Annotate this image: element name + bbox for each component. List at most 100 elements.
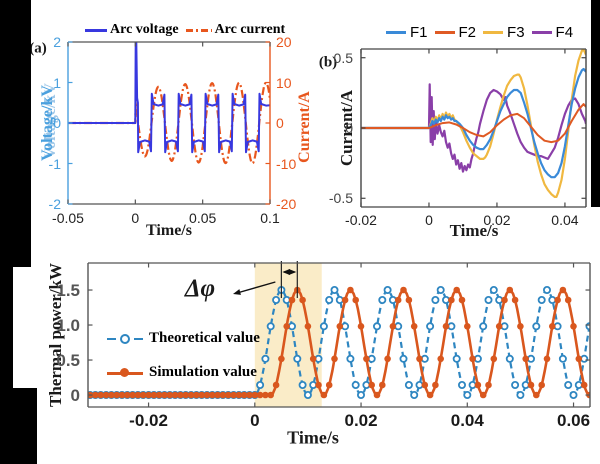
series-theoretical-marker [351, 380, 360, 389]
series-simulation-marker [198, 391, 205, 399]
series-simulation-marker [336, 323, 344, 330]
series-simulation-marker [442, 323, 450, 330]
series-theoretical-marker [298, 380, 307, 389]
panel-a-curves [68, 42, 270, 165]
series-theoretical-marker [266, 322, 275, 331]
panel-b-legend: F1 F2 F3 F4 [386, 24, 580, 41]
series-simulation-marker [570, 323, 577, 330]
series-simulation-marker [389, 323, 397, 330]
series-simulation-marker [564, 296, 572, 304]
series-simulation-marker [171, 391, 179, 399]
series-simulation-marker [394, 296, 402, 304]
series-theoretical-marker [452, 354, 461, 363]
legend-line-sample [85, 28, 107, 32]
series-theoretical-marker [516, 390, 525, 399]
series-theoretical-marker [256, 380, 265, 389]
series-simulation-marker [405, 296, 413, 304]
legend-line-sample [531, 31, 552, 34]
occlusion-bar-left-middle [0, 267, 13, 388]
series-simulation-marker [517, 323, 524, 330]
series-theoretical-marker [558, 354, 567, 363]
legend-solid-dot-sample [107, 366, 143, 380]
series-simulation-marker [166, 391, 174, 399]
legend-dash-segment [134, 337, 143, 340]
series-simulation-marker [278, 355, 285, 363]
series-theoretical-marker [426, 322, 435, 331]
series-simulation-marker [479, 391, 487, 399]
panel-c-legend-simulation: Simulation value [107, 364, 264, 381]
legend-item-f4: F4 [531, 24, 573, 41]
legend-filled-dot-icon [120, 368, 129, 377]
series-theoretical-marker [457, 380, 466, 389]
series-F4-line [361, 83, 586, 173]
legend-item-simulation: Simulation value [107, 364, 257, 381]
series-theoretical-marker [383, 285, 392, 294]
series-F1-line [361, 67, 586, 179]
series-simulation-marker [421, 381, 429, 389]
series-F3-line [361, 49, 586, 198]
series-theoretical-marker [436, 285, 445, 294]
series-simulation-marker [283, 323, 291, 330]
series-simulation-marker [448, 296, 455, 304]
series-theoretical-marker [378, 295, 387, 304]
series-theoretical-marker [319, 322, 328, 331]
series-theoretical-marker [399, 354, 408, 363]
occlusion-bar-left-top [0, 0, 31, 267]
series-simulation-marker [240, 391, 248, 399]
series-simulation-marker [150, 391, 158, 399]
series-simulation-marker [495, 323, 503, 330]
series-simulation-marker [299, 296, 306, 304]
series-simulation-marker [506, 286, 514, 294]
series-theoretical-marker [330, 285, 339, 294]
series-simulation-marker [522, 355, 529, 363]
series-simulation-marker [331, 355, 338, 363]
series-simulation-marker [543, 355, 551, 363]
series-simulation-marker [304, 323, 312, 330]
arrowhead [282, 269, 290, 275]
series-simulation-marker [533, 391, 540, 399]
series-theoretical-marker [511, 380, 520, 389]
series-simulation-marker [124, 391, 131, 399]
panel-c [87, 261, 591, 408]
series-simulation-marker [511, 296, 519, 304]
series-simulation-marker [97, 391, 104, 399]
series-simulation-marker [410, 323, 418, 330]
series-simulation-marker [113, 391, 120, 399]
series-simulation-marker [209, 391, 216, 399]
series-simulation-marker [224, 391, 232, 399]
series-theoretical-marker [261, 354, 270, 363]
series-simulation-marker [458, 296, 466, 304]
series-simulation-marker [309, 355, 317, 363]
panel-a-legend: Arc voltage Arc current [85, 22, 292, 38]
legend-item-f3: F3 [483, 24, 525, 41]
series-theoretical-marker [293, 354, 302, 363]
series-simulation-marker [501, 296, 508, 304]
panel-b-curves [361, 49, 586, 198]
panel-a [67, 41, 271, 205]
series-simulation-marker [230, 391, 237, 399]
legend-dashdot-sample [185, 28, 212, 32]
series-simulation-marker [575, 355, 583, 363]
series-simulation-marker [357, 323, 365, 330]
series-simulation-marker [490, 355, 498, 363]
series-simulation-marker [341, 296, 349, 304]
legend-open-circle-icon [120, 334, 130, 344]
series-simulation-marker [267, 391, 275, 399]
series-simulation-marker [108, 391, 115, 399]
series-simulation-marker [432, 381, 439, 389]
legend-item-arc-current: Arc current [185, 22, 285, 38]
legend-item-arc-voltage-label: Arc voltage [110, 22, 179, 37]
panel-c-legend-theoretical: Theoretical value [107, 330, 267, 347]
legend-item-theoretical-label: Theoretical value [149, 330, 260, 346]
series-F2-line [361, 103, 586, 144]
series-simulation-marker [527, 381, 535, 389]
occlusion-bar-right-top [591, 0, 600, 207]
legend-item-f3-label: F3 [507, 24, 525, 41]
series-theoretical-marker [372, 322, 381, 331]
series-theoretical-marker [325, 295, 334, 304]
series-theoretical-marker [272, 295, 281, 304]
series-simulation-marker [352, 296, 360, 304]
panel-c-curves [88, 285, 590, 399]
arrowhead [288, 269, 297, 275]
